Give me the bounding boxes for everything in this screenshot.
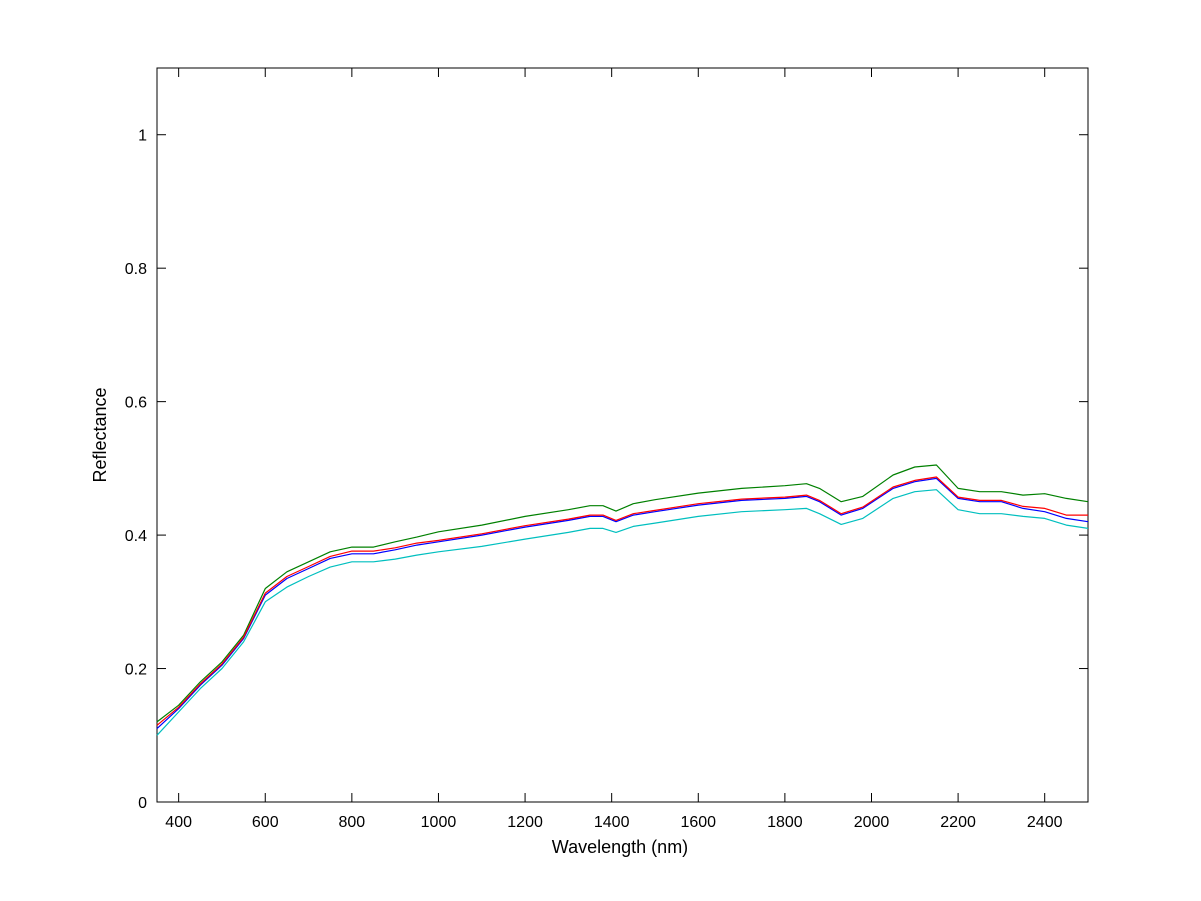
x-tick-label: 1600	[680, 814, 716, 831]
x-tick-label: 1400	[594, 814, 630, 831]
y-tick-label: 0.4	[125, 528, 147, 545]
x-tick-label: 1800	[767, 814, 803, 831]
x-tick-label: 1200	[507, 814, 543, 831]
series-line-3	[156, 476, 1088, 726]
x-tick-label: 400	[165, 814, 192, 831]
x-tick-label: 600	[252, 814, 279, 831]
y-axis-label: Reflectance	[90, 387, 110, 482]
x-tick-label: 2000	[854, 814, 890, 831]
x-tick-label: 1000	[421, 814, 457, 831]
y-tick-label: 0.8	[125, 261, 147, 278]
series-line-1	[156, 477, 1089, 730]
x-tick-label: 2200	[940, 814, 976, 831]
ticks-layer: 400 600 800 1000 1200 1400 1600 1800 2000 2200 240…	[125, 68, 1088, 831]
series-line-4	[156, 489, 1089, 736]
y-tick-label: 1	[138, 128, 147, 145]
x-tick-label: 2400	[1027, 814, 1063, 831]
y-tick-label: 0	[138, 795, 147, 812]
y-tick-label: 0.2	[125, 662, 147, 679]
x-tick-label: 800	[339, 814, 366, 831]
x-axis-label: Wavelength (nm)	[552, 837, 688, 857]
plot-area	[156, 67, 1089, 803]
y-tick-label: 0.6	[125, 395, 147, 412]
series-layer	[156, 464, 1089, 736]
series-line-2	[156, 464, 1089, 723]
